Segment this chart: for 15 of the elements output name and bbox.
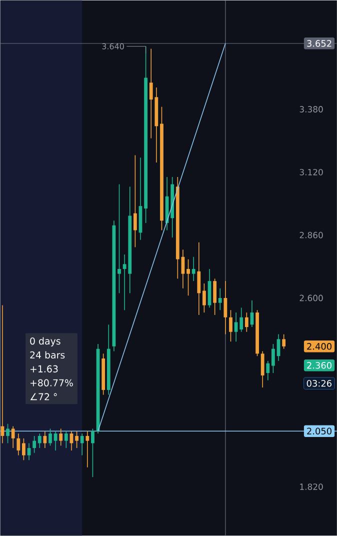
y-tick-label: 2.860: [300, 232, 323, 238]
annotation: +80.77%: [30, 379, 73, 386]
ref-line-label: 2.050: [306, 428, 332, 434]
y-tick-label: 3.120: [300, 168, 323, 176]
annotation: 0 days: [30, 337, 60, 346]
y-tick-label: 3.380: [300, 106, 323, 112]
annotation: ∠72 °: [30, 393, 57, 400]
y-tick-label: 1.820: [300, 484, 323, 490]
text: 03:26: [306, 380, 332, 387]
y-tick-label: 2.600: [300, 294, 323, 302]
annotation: 24 bars: [30, 351, 65, 359]
ref-line-label: 3.652: [307, 40, 332, 47]
text: 2.360: [306, 362, 332, 369]
text: 2.400: [306, 343, 332, 350]
annotation: +1.63: [30, 365, 58, 372]
